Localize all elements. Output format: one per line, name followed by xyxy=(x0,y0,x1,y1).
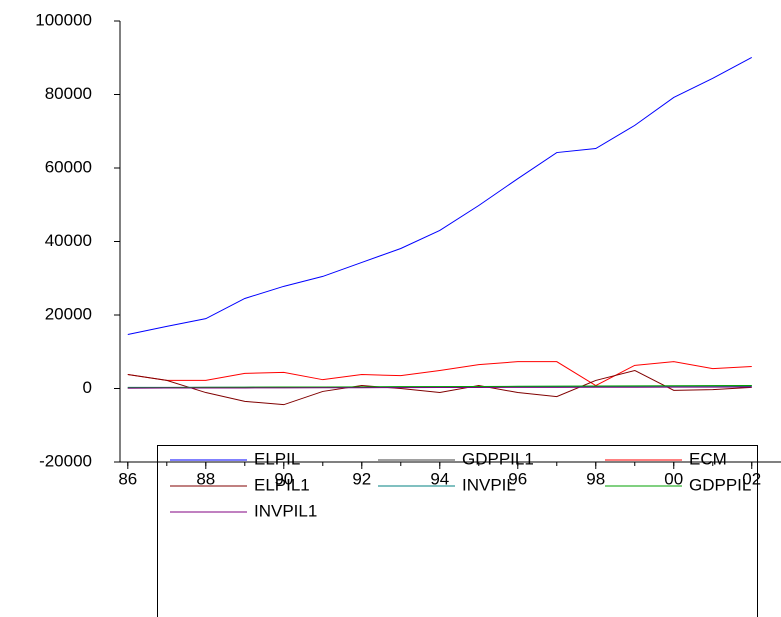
legend-label: INVPIL1 xyxy=(254,501,317,520)
legend-label: GDPPIL1 xyxy=(462,449,534,468)
x-tick-label: 96 xyxy=(508,469,527,488)
line-series xyxy=(127,385,752,389)
x-tick-label: 00 xyxy=(664,469,683,488)
y-tick-label: -20000 xyxy=(39,451,92,470)
y-tick-label: 60000 xyxy=(45,157,92,176)
x-tick-label: 98 xyxy=(586,469,605,488)
x-tick-label: 86 xyxy=(118,469,137,488)
line-series xyxy=(127,386,752,389)
x-tick-label: 02 xyxy=(742,469,761,488)
y-tick-label: 0 xyxy=(83,378,92,397)
line-series xyxy=(127,56,752,335)
x-tick-label: 90 xyxy=(274,469,293,488)
y-tick-label: 80000 xyxy=(45,84,92,103)
x-tick-label: 88 xyxy=(196,469,215,488)
legend-label: GDPPIL xyxy=(689,475,751,494)
legend-label: ECM xyxy=(689,449,727,468)
legend-label: ELPIL1 xyxy=(254,475,310,494)
x-tick-label: 92 xyxy=(352,469,371,488)
line-series xyxy=(127,369,752,406)
legend-box xyxy=(157,445,758,617)
x-tick-label: 94 xyxy=(430,469,449,488)
line-series xyxy=(127,361,752,387)
y-tick-label: 100000 xyxy=(35,10,92,29)
y-tick-label: 40000 xyxy=(45,231,92,250)
legend-label: ELPIL xyxy=(254,449,300,468)
legend-label: INVPIL xyxy=(462,475,516,494)
y-tick-label: 20000 xyxy=(45,304,92,323)
